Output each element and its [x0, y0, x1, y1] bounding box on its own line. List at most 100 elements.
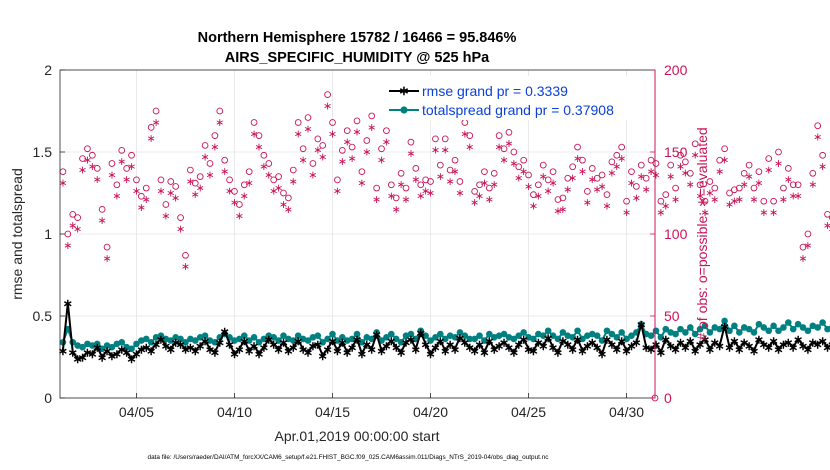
totalspread-point — [348, 335, 356, 343]
obs-possible-point — [162, 201, 170, 208]
rmse-point: ∗ — [597, 347, 607, 361]
obs-possible-point — [191, 179, 199, 187]
obs-evaluated-point: ∗ — [127, 161, 136, 173]
rmse-point: ∗ — [778, 337, 788, 351]
obs-evaluated-point: ∗ — [269, 186, 278, 198]
obs-evaluated-point: ∗ — [392, 204, 401, 216]
rmse-point: ∗ — [445, 337, 455, 351]
totalspread-point — [799, 324, 807, 331]
obs-evaluated-point: ∗ — [318, 151, 327, 163]
tick-label-x: 04/05 — [119, 404, 154, 420]
obs-possible-point — [226, 176, 233, 184]
obs-evaluated-point: ∗ — [132, 186, 141, 198]
totalspread-point — [427, 337, 434, 344]
rmse-point: ∗ — [622, 344, 632, 358]
totalspread-point — [329, 330, 336, 338]
obs-possible-point — [157, 176, 165, 184]
obs-possible-point — [510, 148, 518, 156]
totalspread-point — [250, 334, 258, 341]
chart-subtitle: AIRS_SPECIFIC_HUMIDITY @ 525 hPa — [225, 50, 490, 66]
obs-evaluated-point: ∗ — [196, 182, 205, 194]
obs-possible-point — [324, 91, 331, 98]
rmse-point: ∗ — [87, 347, 97, 361]
totalspread-point — [613, 334, 621, 341]
obs-possible-point — [417, 181, 425, 189]
rmse-point: ∗ — [264, 332, 274, 346]
totalspread-point — [593, 332, 601, 339]
rmse-point: ∗ — [499, 336, 509, 350]
rmse-point: ∗ — [357, 347, 367, 361]
obs-evaluated-point: ∗ — [720, 155, 729, 167]
y-axis-label-left: rmse and totalspread — [9, 168, 25, 300]
obs-evaluated-point: ∗ — [725, 199, 734, 211]
totalspread-point — [569, 334, 576, 341]
obs-possible-point — [348, 143, 356, 151]
totalspread-point — [579, 335, 586, 343]
obs-possible-point — [535, 181, 542, 189]
rmse-point: ∗ — [166, 342, 176, 356]
rmse-point: ∗ — [744, 339, 754, 353]
obs-evaluated-point: ∗ — [367, 122, 376, 134]
rmse-point: ∗ — [195, 339, 205, 353]
rmse-point: ∗ — [269, 337, 279, 351]
obs-evaluated-point: ∗ — [544, 186, 553, 198]
rmse-point: ∗ — [543, 331, 553, 345]
rmse-point: ∗ — [465, 341, 475, 355]
totalspread-point — [794, 320, 802, 328]
tick-label-right: 0 — [664, 390, 672, 406]
rmse-point: ∗ — [146, 344, 156, 358]
obs-possible-point — [500, 145, 508, 153]
obs-possible-point — [549, 168, 557, 176]
obs-evaluated-point: ∗ — [259, 161, 268, 173]
rmse-point: ∗ — [661, 332, 671, 346]
obs-possible-point — [319, 142, 327, 149]
rmse-point: ∗ — [200, 334, 210, 348]
rmse-point: ∗ — [180, 342, 190, 356]
rmse-point: ∗ — [705, 342, 715, 356]
obs-possible-point — [422, 176, 429, 184]
obs-evaluated-point: ∗ — [573, 153, 582, 165]
tick-label-right: 100 — [664, 226, 688, 242]
totalspread-point — [618, 329, 625, 336]
obs-possible-point — [637, 161, 645, 169]
totalspread-point — [339, 334, 346, 341]
rmse-point: ∗ — [102, 344, 112, 358]
totalspread-point — [554, 335, 562, 343]
rmse-point: ∗ — [107, 349, 117, 363]
obs-possible-point — [623, 197, 630, 205]
obs-possible-point — [427, 178, 434, 185]
obs-possible-point — [608, 158, 616, 166]
obs-possible-point — [799, 243, 807, 251]
obs-possible-point — [88, 151, 96, 159]
obs-possible-point — [711, 184, 719, 192]
rmse-point: ∗ — [656, 346, 666, 360]
obs-possible-point — [270, 176, 278, 184]
obs-possible-point — [260, 151, 268, 159]
obs-evaluated-point: ∗ — [632, 192, 641, 204]
totalspread-point — [358, 338, 366, 346]
totalspread-point — [682, 329, 689, 336]
rmse-point: ∗ — [504, 341, 514, 355]
rmse-point: ∗ — [391, 341, 401, 355]
rmse-point: ∗ — [710, 336, 720, 350]
rmse-point: ∗ — [73, 352, 83, 366]
obs-evaluated-point: ∗ — [58, 178, 67, 190]
rmse-point: ∗ — [509, 346, 519, 360]
totalspread-point — [289, 337, 297, 344]
obs-possible-point — [240, 181, 248, 189]
rmse-point: ∗ — [220, 324, 230, 338]
rmse-point: ∗ — [568, 342, 578, 356]
obs-evaluated-point: ∗ — [681, 168, 690, 180]
obs-possible-point — [686, 169, 694, 177]
obs-possible-point — [397, 169, 405, 177]
totalspread-point — [662, 325, 670, 333]
obs-evaluated-point: ∗ — [465, 141, 474, 153]
totalspread-point — [98, 345, 106, 353]
rmse-point: ∗ — [244, 344, 254, 358]
obs-evaluated-point: ∗ — [622, 207, 631, 219]
rmse-point: ∗ — [690, 344, 700, 358]
rmse-point: ∗ — [254, 347, 264, 361]
obs-evaluated-point: ∗ — [686, 179, 695, 191]
totalspread-point — [108, 343, 116, 351]
